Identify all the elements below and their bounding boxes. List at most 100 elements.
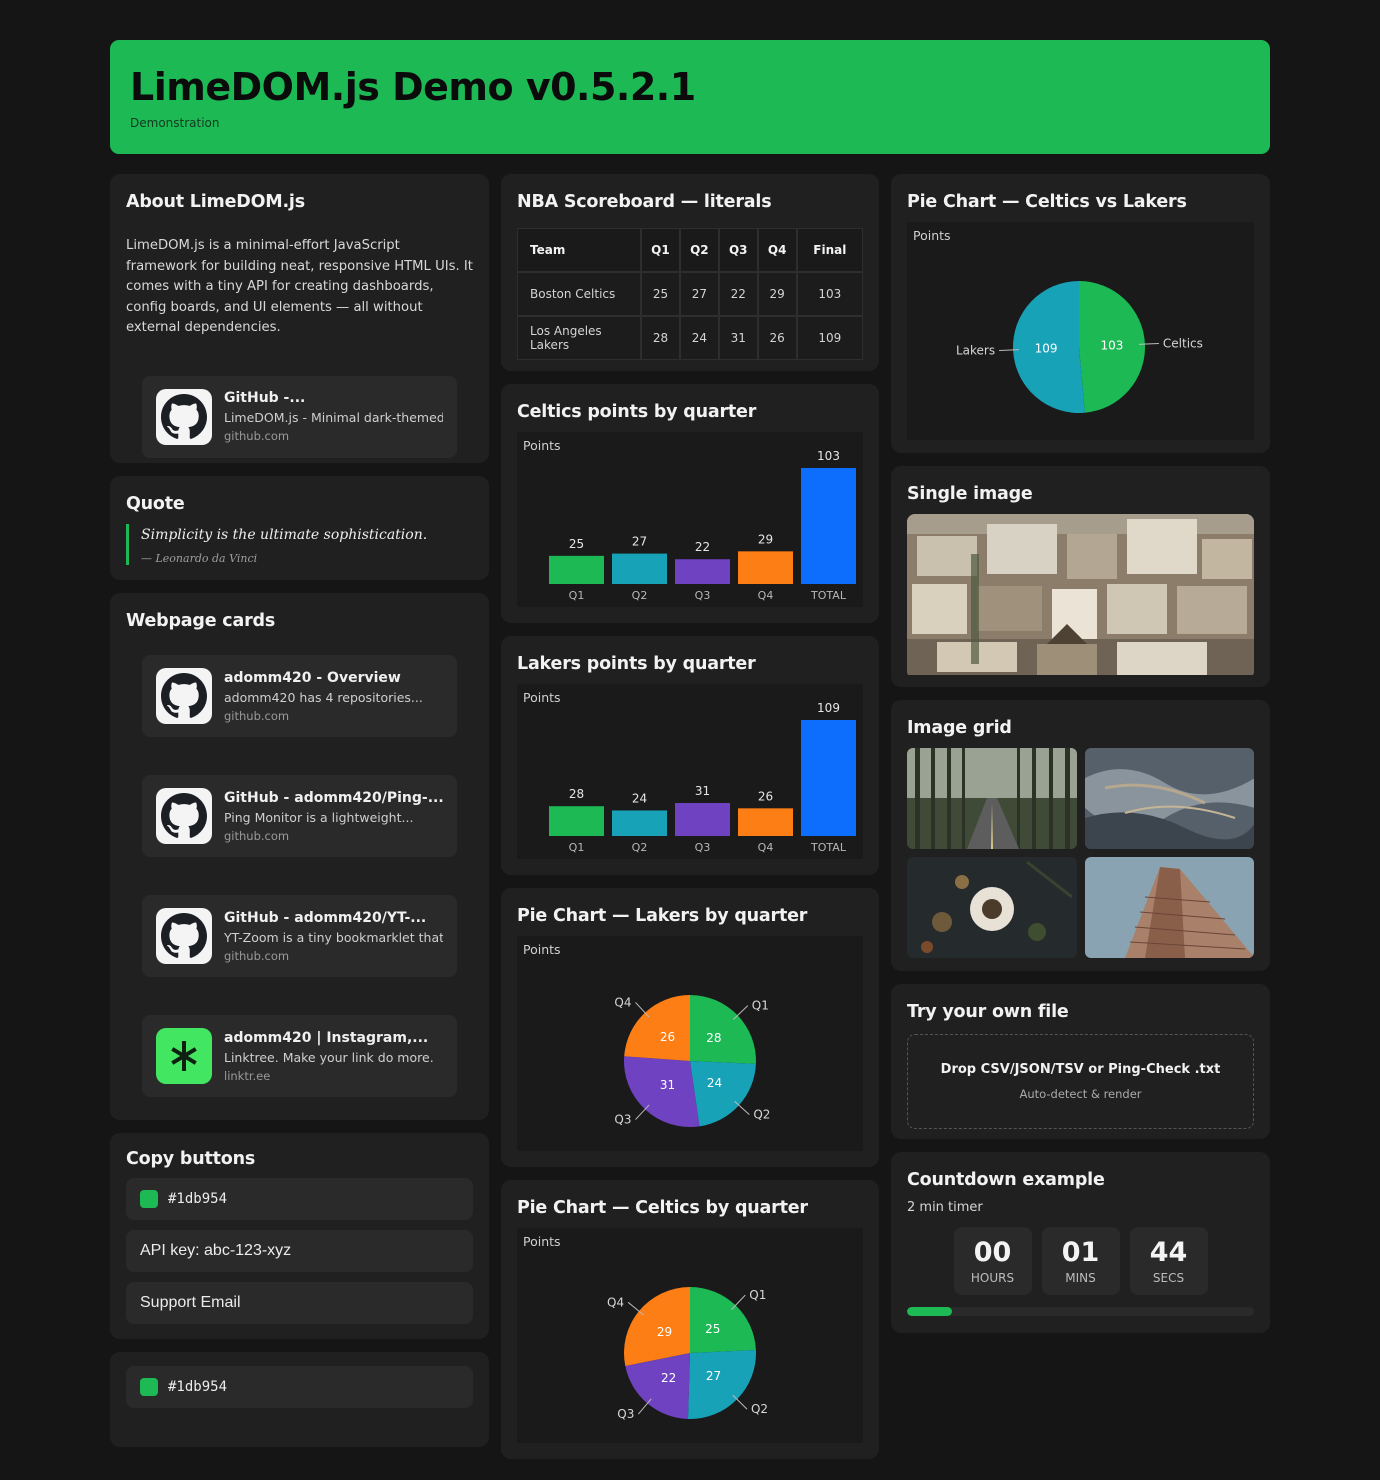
chart-title: Points	[523, 438, 561, 453]
copy-buttons-card: Copy buttons #1db954 API key: abc-123-xy…	[110, 1133, 489, 1339]
table-cell: Boston Celtics	[517, 272, 641, 316]
image-grid-title: Image grid	[907, 718, 1012, 738]
bar-q3	[675, 803, 730, 836]
pie-label-leader	[731, 1294, 746, 1310]
link-card-info: GitHub - adomm420/Ping-... Ping Monitor i…	[224, 790, 443, 843]
pie-value-label: 25	[705, 1322, 720, 1336]
countdown-title: Countdown example	[907, 1170, 1105, 1190]
lakers-bar-svg: 28 Q1 24 Q2 31 Q3 26 Q4 109 TOTAL	[549, 701, 856, 854]
bar-category-label: TOTAL	[810, 589, 847, 602]
pie-value-label: 26	[660, 1030, 675, 1044]
image-grid-card: Image grid	[891, 700, 1270, 971]
table-cell: 109	[796, 316, 863, 360]
webpage-card[interactable]: adomm420 | Instagram,... Linktree. Make y…	[142, 1015, 457, 1097]
lakers-pie-card: Pie Chart — Lakers by quarter Points 28 Q…	[501, 888, 879, 1167]
link-title: adomm420 - Overview	[224, 669, 401, 686]
pie-slice-lakers	[1013, 281, 1085, 413]
column-header: Q1	[641, 228, 680, 272]
bar-value-label: 22	[695, 540, 710, 554]
pie-slice-q3	[624, 1056, 700, 1127]
pie-slice-q4	[624, 995, 690, 1061]
link-card-info: GitHub - adomm420/YT-... YT-Zoom is a tin…	[224, 910, 443, 963]
bar-value-label: 31	[695, 784, 710, 798]
hours-value: 00	[973, 1237, 1012, 1268]
bar-value-label: 103	[817, 449, 840, 463]
celtics-pie-title: Pie Chart — Celtics by quarter	[517, 1198, 808, 1218]
celtics-pie-chart: Points 25 Q1 27 Q2 22 Q3 29 Q4	[517, 1228, 863, 1443]
link-title: adomm420 | Instagram,...	[224, 1029, 429, 1046]
table-row: Boston Celtics 25 27 22 29 103	[517, 272, 863, 316]
table-cell: 24	[679, 316, 719, 360]
lakers-bar-title: Lakers points by quarter	[517, 654, 756, 674]
celtics-pie-card: Pie Chart — Celtics by quarter Points 25…	[501, 1180, 879, 1459]
pie-category-label: Lakers	[956, 344, 995, 358]
food-table-image	[907, 857, 1077, 958]
table-cell: 29	[757, 272, 797, 316]
extra-copy-card: #1db954	[110, 1352, 489, 1447]
pie-category-label: Celtics	[1163, 336, 1203, 350]
webpage-card[interactable]: GitHub - adomm420/Ping-... Ping Monitor i…	[142, 775, 457, 857]
pie-category-label: Q4	[614, 995, 631, 1009]
quote-card: Quote Simplicity is the ultimate sophist…	[110, 476, 489, 580]
vs-pie-title: Pie Chart — Celtics vs Lakers	[907, 192, 1187, 212]
bar-value-label: 26	[758, 789, 773, 803]
pie-label-leader	[635, 1002, 650, 1018]
pie-category-label: Q2	[751, 1402, 768, 1416]
copy-email-button[interactable]: Support Email	[126, 1282, 473, 1324]
pie-value-label: 103	[1101, 339, 1124, 353]
pie-label-leader	[732, 1005, 749, 1020]
column-header: Team	[517, 228, 641, 272]
webpage-card[interactable]: GitHub - adomm420/YT-... YT-Zoom is a tin…	[142, 895, 457, 977]
link-desc: Ping Monitor is a lightweight...	[224, 809, 414, 825]
rocks-water-image	[1084, 748, 1254, 849]
linktree-icon	[156, 1028, 212, 1084]
vs-pie-card: Pie Chart — Celtics vs Lakers Points 103…	[891, 174, 1270, 453]
pie-slice-q2	[690, 1061, 756, 1127]
bar-category-label: Q2	[632, 589, 648, 602]
bar-q2	[612, 810, 667, 836]
image-grid	[907, 748, 1254, 958]
bar-category-label: Q2	[632, 841, 648, 854]
copy-color-label-2: #1db954	[168, 1379, 228, 1395]
column-header: Q3	[718, 228, 758, 272]
bar-value-label: 27	[632, 535, 647, 549]
webcards-list: adomm420 - Overview adomm420 has 4 reposi…	[126, 655, 473, 1097]
link-host: linktr.ee	[224, 1068, 271, 1083]
link-desc: LimeDOM.js - Minimal dark-themed...	[224, 410, 443, 425]
scoreboard-card: NBA Scoreboard — literals Team Q1 Q2 Q3 …	[501, 174, 879, 371]
pie-category-label: Q2	[753, 1108, 770, 1122]
webpage-cards-card: Webpage cards adomm420 - Overview adomm42…	[110, 593, 489, 1120]
link-host: github.com	[224, 429, 290, 443]
bar-value-label: 25	[569, 537, 584, 551]
chart-title: Points	[523, 942, 561, 957]
copy-color-button[interactable]: #1db954	[126, 1178, 473, 1220]
copy-color-button-2[interactable]: #1db954	[126, 1366, 473, 1408]
link-card-info: adomm420 | Instagram,... Linktree. Make y…	[224, 1030, 434, 1083]
color-swatch	[140, 1378, 158, 1396]
bar-category-label: Q1	[569, 841, 585, 854]
github-icon	[156, 388, 212, 445]
link-host: github.com	[224, 828, 290, 843]
progress-fill	[907, 1307, 953, 1316]
quote-author: — Leonardo da Vinci	[141, 552, 258, 565]
city-image	[907, 514, 1254, 679]
left-column: About LimeDOM.js LimeDOM.js is a minimal…	[110, 174, 489, 1447]
file-dropzone[interactable]: Drop CSV/JSON/TSV or Ping-Check .txt Aut…	[907, 1034, 1254, 1129]
mins-value: 01	[1061, 1237, 1100, 1268]
webpage-card[interactable]: adomm420 - Overview adomm420 has 4 reposi…	[142, 655, 457, 737]
column-header: Q4	[757, 228, 797, 272]
github-icon	[156, 788, 212, 844]
countdown-progress	[907, 1307, 1254, 1316]
copy-api-key-button[interactable]: API key: abc-123-xyz	[126, 1230, 473, 1272]
page-title: LimeDOM.js Demo v0.5.2.1	[130, 65, 696, 109]
link-card-limedom[interactable]: GitHub -... LimeDOM.js - Minimal dark-th…	[142, 375, 457, 458]
webcards-title: Webpage cards	[126, 611, 276, 631]
dropzone-text: Drop CSV/JSON/TSV or Ping-Check .txt	[940, 1062, 1221, 1077]
bar-q4	[738, 808, 793, 836]
pie-label-leader	[734, 1100, 750, 1116]
pie-value-label: 29	[657, 1325, 672, 1339]
link-title: GitHub -...	[224, 390, 306, 406]
copy-api-label: API key: abc-123-xyz	[140, 1242, 292, 1259]
countdown-mins: 01 MINS	[1041, 1227, 1120, 1295]
bar-category-label: Q4	[758, 589, 774, 602]
